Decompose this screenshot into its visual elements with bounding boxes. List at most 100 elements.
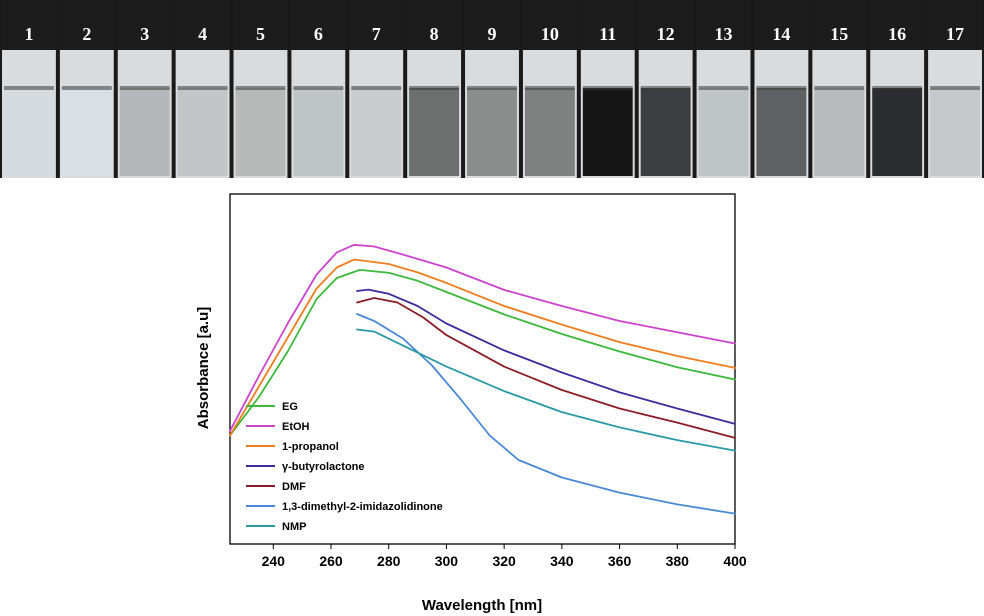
x-tick-label: 340	[550, 553, 574, 569]
vial-meniscus	[293, 86, 344, 90]
vial-liquid	[930, 88, 980, 176]
vial-cap	[753, 0, 810, 52]
vial-number: 11	[599, 24, 616, 44]
vial-cap	[695, 0, 752, 52]
vial-cap	[869, 0, 926, 52]
legend-label: EtOH	[282, 421, 310, 433]
vial-liquid	[119, 88, 170, 176]
vial-meniscus	[872, 86, 923, 90]
vial-cap	[464, 0, 520, 52]
vial-10: 10	[521, 0, 578, 178]
vial-cap	[232, 0, 289, 52]
vial-liquid	[582, 88, 633, 176]
legend-label: DMF	[282, 481, 306, 493]
vial-liquid	[4, 88, 54, 176]
vial-number: 9	[488, 24, 497, 44]
series-line-2	[229, 258, 736, 437]
x-tick-label: 240	[262, 553, 286, 569]
vial-meniscus	[119, 86, 170, 90]
x-tick-label: 260	[319, 553, 343, 569]
vial-cap	[927, 0, 983, 52]
legend-item-4: DMF	[246, 481, 306, 493]
vial-meniscus	[930, 86, 980, 90]
vial-cap	[116, 0, 173, 52]
vial-meniscus	[4, 86, 54, 90]
y-axis-label: Absorbance [a.u]	[195, 307, 212, 430]
series-line-5	[356, 313, 736, 515]
vial-liquid	[640, 88, 691, 176]
vial-number: 17	[946, 24, 964, 44]
vial-13: 13	[695, 0, 752, 178]
vial-3: 3	[116, 0, 173, 178]
series-line-1	[229, 243, 736, 432]
vial-number: 4	[198, 24, 207, 44]
vial-liquid	[814, 88, 865, 176]
vial-liquid	[409, 88, 460, 176]
vial-liquid	[61, 88, 112, 176]
vial-6: 6	[290, 0, 347, 178]
vial-liquid	[177, 88, 228, 176]
series-line-3	[356, 288, 736, 425]
vial-5: 5	[232, 0, 289, 178]
vial-number: 12	[657, 24, 675, 44]
series-line-4	[356, 297, 736, 439]
vial-number: 15	[830, 24, 848, 44]
vial-number: 10	[541, 24, 559, 44]
legend-label: EG	[282, 401, 298, 413]
vial-meniscus	[814, 86, 865, 90]
vial-meniscus	[467, 86, 517, 90]
vial-number: 16	[888, 24, 906, 44]
vial-12: 12	[637, 0, 694, 178]
vial-meniscus	[409, 86, 460, 90]
vial-4: 4	[174, 0, 231, 178]
vial-meniscus	[61, 86, 112, 90]
x-tick-label: 400	[723, 553, 747, 569]
legend-label: 1-propanol	[282, 441, 339, 453]
vial-number: 13	[715, 24, 733, 44]
solvent-vials-photo: 1 2 3 4 5 6 7 8 9 10 11 12 13 14 15 16 17	[0, 0, 984, 178]
vial-meniscus	[582, 86, 633, 90]
vial-meniscus	[640, 86, 691, 90]
legend-item-0: EG	[246, 401, 298, 413]
legend-label: γ-butyrolactone	[282, 461, 365, 473]
vial-meniscus	[524, 86, 575, 90]
legend-label: 1,3-dimethyl-2-imidazolidinone	[282, 501, 443, 513]
legend-item-5: 1,3-dimethyl-2-imidazolidinone	[246, 501, 443, 513]
vial-number: 7	[372, 24, 381, 44]
vial-cap	[579, 0, 636, 52]
legend-item-3: γ-butyrolactone	[246, 461, 365, 473]
series-line-0	[229, 269, 736, 437]
plot-frame	[229, 193, 736, 545]
vial-cap	[58, 0, 115, 52]
vial-15: 15	[811, 0, 868, 178]
vial-cap	[174, 0, 231, 52]
vial-liquid	[293, 88, 344, 176]
vial-liquid	[756, 88, 807, 176]
vial-7: 7	[348, 0, 405, 178]
vial-number: 1	[24, 24, 33, 44]
legend-item-6: NMP	[246, 521, 306, 533]
x-tick-label: 320	[492, 553, 516, 569]
vial-liquid	[351, 88, 402, 176]
vial-2: 2	[58, 0, 115, 178]
vial-liquid	[872, 88, 923, 176]
vial-meniscus	[756, 86, 807, 90]
x-tick-label: 280	[377, 553, 401, 569]
vial-number: 8	[430, 24, 439, 44]
x-axis-label: Wavelength [nm]	[422, 597, 542, 614]
vial-meniscus	[235, 86, 286, 90]
vial-14: 14	[753, 0, 810, 178]
vial-liquid	[235, 88, 286, 176]
vials-group: 1 2 3 4 5 6 7 8 9 10 11 12 13 14 15 16 17	[1, 0, 983, 178]
vial-liquid	[524, 88, 575, 176]
vial-meniscus	[177, 86, 228, 90]
series-line-6	[356, 328, 736, 452]
vial-number: 14	[772, 24, 790, 44]
x-tick-labels: 240 260 280 300 320 340 360 380 400	[262, 544, 747, 569]
vial-cap	[1, 0, 57, 52]
vial-liquid	[698, 88, 749, 176]
vial-cap	[406, 0, 463, 52]
x-tick-label: 360	[608, 553, 632, 569]
vial-number: 2	[82, 24, 91, 44]
legend-item-1: EtOH	[246, 421, 310, 433]
